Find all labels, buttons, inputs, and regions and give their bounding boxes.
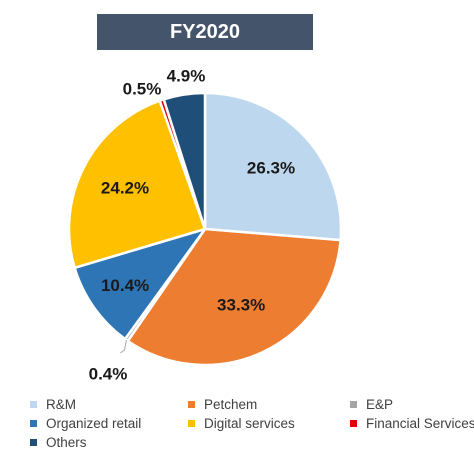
legend-label: Organized retail [46, 416, 142, 431]
pie-chart: 26.3% 33.3% 0.4% 10.4% 24.2% 0.5% 4.9% [67, 67, 343, 384]
legend-item: Digital services [188, 416, 295, 431]
data-label: 26.3% [247, 159, 295, 178]
data-label: 0.5% [123, 80, 162, 99]
data-label: 4.9% [167, 67, 206, 86]
pie-slices [67, 91, 343, 367]
legend-label: Others [46, 435, 87, 450]
leader-lines [120, 339, 127, 354]
leader-line [120, 339, 127, 354]
legend-item: Financial Services [350, 416, 474, 431]
pie-slice-petchem [126, 227, 342, 367]
chart-title: FY2020 [97, 14, 313, 50]
legend-item: Organized retail [30, 416, 141, 431]
legend-swatch [30, 401, 37, 408]
pie-slice-others [162, 91, 207, 231]
legend-label: Digital services [204, 416, 295, 431]
legend-item: Petchem [188, 397, 257, 412]
legend-label: Financial Services [366, 416, 474, 431]
legend-label: R&M [46, 397, 76, 412]
pie-slice-organized-retail [73, 227, 207, 341]
data-label: 10.4% [101, 276, 149, 295]
pie-slice-r-m [203, 91, 343, 242]
pie-slice-digital-services [67, 99, 207, 270]
legend-swatch [30, 420, 37, 427]
legend-item: Others [30, 435, 87, 450]
legend-item: E&P [350, 397, 393, 412]
legend-swatch [30, 439, 37, 446]
data-label: 0.4% [89, 365, 128, 384]
legend-swatch [350, 420, 357, 427]
data-label: 33.3% [217, 296, 265, 315]
legend-swatch [188, 401, 195, 408]
legend-label: E&P [366, 397, 394, 412]
legend-label: Petchem [204, 397, 258, 412]
legend-swatch [350, 401, 357, 408]
legend-item: R&M [30, 397, 76, 412]
legend-swatch [188, 420, 195, 427]
data-labels: 26.3% 33.3% 0.4% 10.4% 24.2% 0.5% 4.9% [89, 67, 295, 384]
data-label: 24.2% [101, 179, 149, 198]
